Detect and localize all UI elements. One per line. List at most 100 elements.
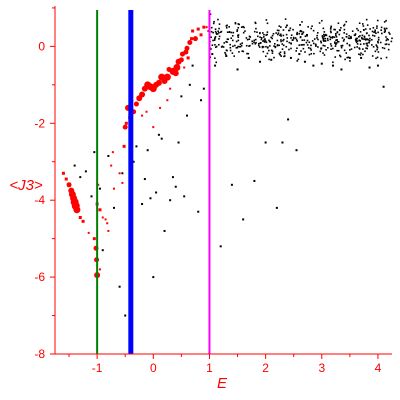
data-point xyxy=(327,46,329,49)
data-point xyxy=(324,40,327,42)
data-point xyxy=(274,46,277,49)
data-point xyxy=(377,41,379,44)
data-point xyxy=(375,32,377,35)
data-point xyxy=(339,29,341,31)
data-point xyxy=(219,245,222,248)
data-point xyxy=(362,38,364,40)
data-point xyxy=(253,41,255,44)
data-point xyxy=(340,68,343,71)
data-point xyxy=(365,18,368,21)
data-point xyxy=(236,68,239,71)
data-point xyxy=(295,149,298,152)
data-point xyxy=(341,44,343,47)
data-point xyxy=(225,40,227,43)
data-point xyxy=(299,24,301,26)
data-point xyxy=(279,53,281,56)
data-point xyxy=(246,38,249,41)
data-point xyxy=(276,29,279,32)
data-point xyxy=(335,42,338,44)
data-point xyxy=(256,31,258,34)
data-point xyxy=(180,95,183,98)
data-point xyxy=(383,21,386,23)
data-point xyxy=(92,237,96,241)
data-point xyxy=(364,50,366,53)
data-point xyxy=(283,55,285,58)
data-point xyxy=(235,47,238,49)
data-point xyxy=(139,91,146,98)
data-point xyxy=(346,42,349,45)
data-point xyxy=(317,38,319,41)
data-point xyxy=(313,38,316,40)
data-point xyxy=(272,32,275,35)
data-point xyxy=(315,45,317,47)
data-point xyxy=(376,64,379,67)
data-point xyxy=(242,50,245,53)
data-point xyxy=(228,30,231,33)
data-point xyxy=(271,34,274,37)
data-point xyxy=(200,99,203,102)
data-point xyxy=(349,60,351,62)
data-point xyxy=(218,35,221,38)
data-point xyxy=(211,53,214,56)
data-point xyxy=(283,52,286,55)
data-point xyxy=(242,31,245,34)
data-point xyxy=(365,47,367,49)
data-point xyxy=(232,45,234,48)
data-point xyxy=(343,49,346,52)
data-point xyxy=(322,27,325,30)
data-point xyxy=(285,26,287,29)
data-point xyxy=(355,40,357,42)
data-point xyxy=(384,30,386,33)
data-point xyxy=(273,56,275,59)
data-point xyxy=(298,53,301,56)
data-point xyxy=(253,179,256,182)
data-point xyxy=(376,27,378,29)
data-point xyxy=(356,46,358,48)
data-point xyxy=(389,33,391,35)
data-point xyxy=(251,42,254,45)
data-point xyxy=(183,66,186,69)
data-point xyxy=(254,21,257,24)
data-point xyxy=(325,48,327,51)
data-point xyxy=(282,34,285,37)
data-point xyxy=(184,45,190,51)
data-point xyxy=(239,43,242,45)
data-point xyxy=(199,33,203,37)
data-point xyxy=(337,49,340,52)
data-point xyxy=(122,124,128,130)
data-point xyxy=(351,30,354,33)
data-point xyxy=(382,85,385,88)
data-point xyxy=(347,56,350,59)
data-point xyxy=(240,44,243,47)
data-point xyxy=(332,47,334,50)
data-point xyxy=(228,26,230,28)
data-point xyxy=(366,45,369,47)
data-point xyxy=(316,31,319,34)
y-tick-label: -6 xyxy=(34,270,45,284)
data-point xyxy=(356,27,358,30)
data-point xyxy=(171,176,174,179)
data-point xyxy=(270,49,273,52)
data-point xyxy=(188,83,191,86)
data-point xyxy=(377,39,380,41)
data-point xyxy=(373,31,375,34)
data-point xyxy=(226,41,228,43)
data-point xyxy=(303,43,305,46)
data-point xyxy=(340,26,342,29)
data-point xyxy=(309,47,312,50)
data-point xyxy=(207,29,210,32)
data-point xyxy=(101,249,104,252)
data-point xyxy=(220,30,223,33)
data-point xyxy=(262,32,264,34)
data-point xyxy=(295,50,298,52)
data-point xyxy=(301,39,304,42)
data-point xyxy=(227,38,230,41)
data-point xyxy=(271,52,274,54)
data-point xyxy=(304,35,307,38)
data-point xyxy=(265,34,268,36)
data-point xyxy=(233,55,235,57)
data-point xyxy=(214,30,217,33)
data-point xyxy=(355,37,357,40)
data-point xyxy=(236,46,239,49)
data-point xyxy=(237,39,240,42)
